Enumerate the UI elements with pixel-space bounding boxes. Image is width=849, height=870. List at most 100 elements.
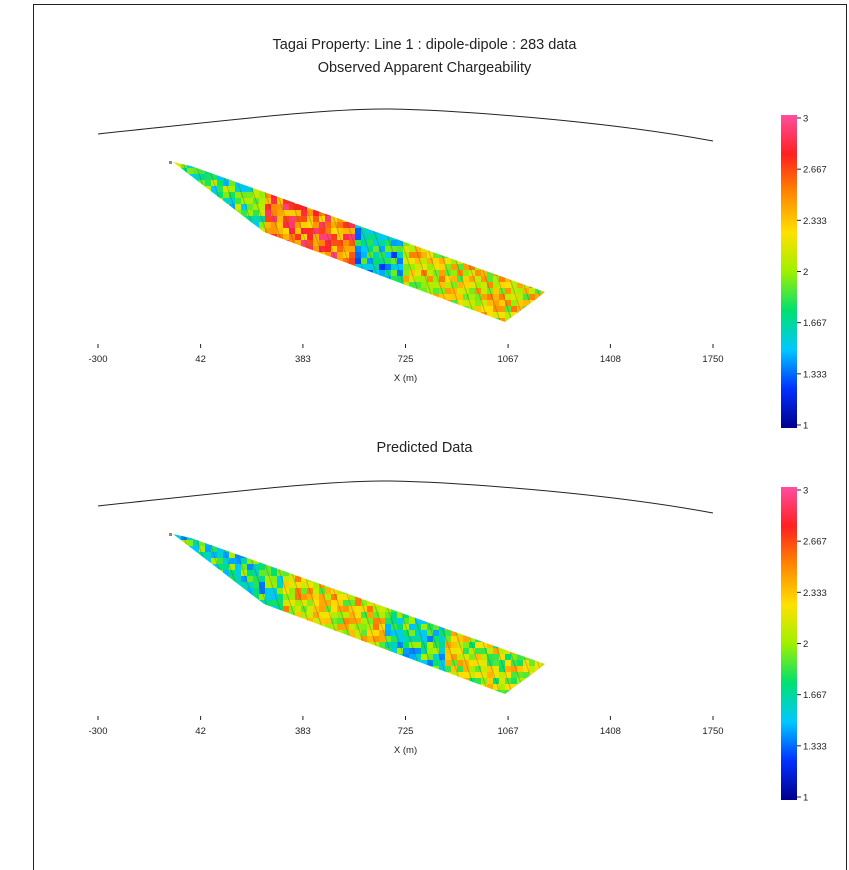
data-cell (523, 198, 529, 204)
data-cell (517, 570, 523, 576)
data-cell (307, 612, 313, 618)
data-cell (223, 300, 229, 306)
data-cell (481, 564, 487, 570)
data-cell (553, 258, 559, 264)
data-cell (187, 534, 193, 540)
data-cell (181, 228, 187, 234)
data-cell (343, 198, 349, 204)
data-cell (481, 240, 487, 246)
data-cell (349, 564, 355, 570)
data-cell (181, 552, 187, 558)
data-cell (457, 240, 463, 246)
data-cell (313, 570, 319, 576)
data-cell (391, 636, 397, 642)
data-cell (223, 210, 229, 216)
data-cell (361, 228, 367, 234)
data-cell (409, 600, 415, 606)
data-cell (451, 600, 457, 606)
data-cell (553, 540, 559, 546)
data-cell (439, 654, 445, 660)
data-cell (493, 258, 499, 264)
data-cell (283, 216, 289, 222)
data-cell (289, 300, 295, 306)
data-cell (463, 198, 469, 204)
data-cell (427, 648, 433, 654)
data-cell (457, 684, 463, 690)
data-cell (463, 672, 469, 678)
data-cell (337, 264, 343, 270)
data-cell (331, 540, 337, 546)
data-cell (481, 666, 487, 672)
data-cell (253, 594, 259, 600)
data-cell (511, 204, 517, 210)
data-cell (199, 234, 205, 240)
data-cell (361, 186, 367, 192)
data-cell (331, 156, 337, 162)
data-cell (529, 288, 535, 294)
data-cell (415, 246, 421, 252)
data-cell (457, 552, 463, 558)
data-cell (379, 198, 385, 204)
data-cell (391, 156, 397, 162)
data-cell (445, 546, 451, 552)
data-cell (205, 192, 211, 198)
data-cell (427, 234, 433, 240)
data-cell (415, 528, 421, 534)
data-cell (379, 228, 385, 234)
data-cell (433, 642, 439, 648)
data-cell (175, 684, 181, 690)
data-cell (283, 324, 289, 330)
data-cell (199, 270, 205, 276)
data-cell (331, 594, 337, 600)
data-cell (259, 684, 265, 690)
data-cell (295, 222, 301, 228)
data-cell (187, 234, 193, 240)
data-cell (403, 264, 409, 270)
data-cell (277, 312, 283, 318)
data-cell (367, 264, 373, 270)
data-cell (517, 522, 523, 528)
data-cell (373, 240, 379, 246)
data-cell (469, 282, 475, 288)
data-cell (421, 270, 427, 276)
data-cell (361, 522, 367, 528)
data-cell (205, 696, 211, 702)
data-cell (397, 258, 403, 264)
data-cell (241, 204, 247, 210)
data-cell (173, 612, 175, 618)
data-cell (361, 666, 367, 672)
data-cell (535, 630, 541, 636)
data-cell (427, 162, 433, 168)
data-cell (325, 552, 331, 558)
data-cell (553, 300, 559, 306)
data-cell (427, 276, 433, 282)
data-cell (433, 546, 439, 552)
data-cell (235, 684, 241, 690)
data-cell (367, 558, 373, 564)
data-cell (499, 282, 505, 288)
data-cell (217, 282, 223, 288)
data-cell (391, 654, 397, 660)
data-cell (343, 696, 349, 702)
data-cell (217, 186, 223, 192)
data-cell (337, 270, 343, 276)
data-cell (229, 252, 235, 258)
data-cell (217, 156, 223, 162)
data-cell (241, 240, 247, 246)
data-cell (469, 168, 475, 174)
data-cell (415, 684, 421, 690)
data-cell (307, 570, 313, 576)
data-cell (415, 612, 421, 618)
data-cell (439, 216, 445, 222)
data-cell (475, 288, 481, 294)
data-cell (541, 654, 545, 660)
data-cell (199, 276, 205, 282)
data-cell (475, 210, 481, 216)
data-cell (493, 522, 499, 528)
data-cell (409, 540, 415, 546)
data-cell (265, 228, 271, 234)
colorbar-tick-label: 2.667 (803, 537, 827, 548)
data-cell (331, 234, 337, 240)
data-cell (481, 198, 487, 204)
stripe (202, 534, 264, 694)
